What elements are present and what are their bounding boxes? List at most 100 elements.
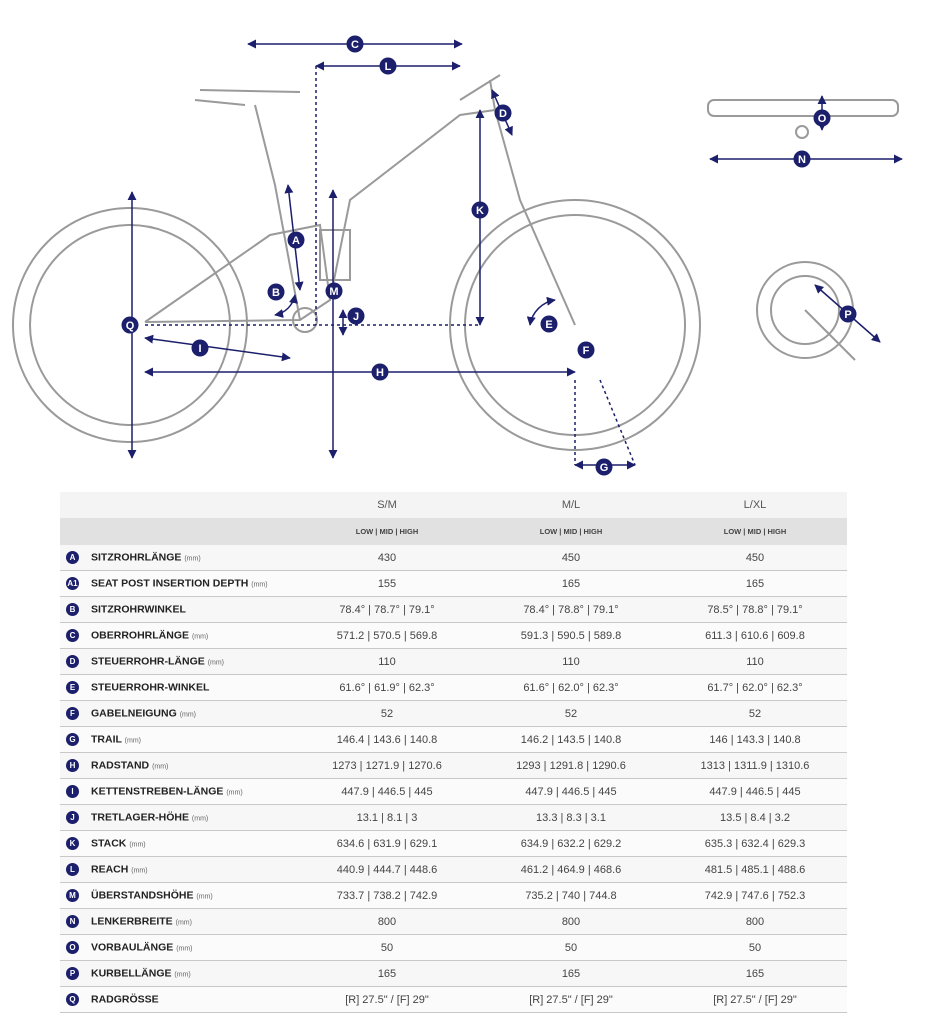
cell-value: 591.3 | 590.5 | 589.8	[479, 622, 663, 649]
row-label: SEAT POST INSERTION DEPTH	[91, 577, 249, 590]
dimension-label-b: B	[267, 283, 285, 301]
row-label: RADSTAND	[91, 759, 150, 772]
dimension-badge: N	[66, 915, 79, 928]
row-unit: (mm)	[184, 555, 201, 563]
svg-text:B: B	[272, 287, 280, 299]
cell-value: 78.4° | 78.8° | 79.1°	[479, 596, 663, 623]
cell-value: 50	[295, 934, 479, 961]
table-row: Q RADGRÖSSE [R] 27.5" / [F] 29" [R] 27.5" …	[60, 986, 847, 1013]
dimension-badge: P	[66, 967, 79, 980]
row-unit: (mm)	[131, 867, 148, 875]
cell-value: 52	[663, 700, 847, 727]
cell-value: 78.5° | 78.8° | 79.1°	[663, 596, 847, 623]
row-label: STACK	[91, 837, 127, 850]
row-unit: (mm)	[129, 841, 146, 849]
dimension-label-g: G	[595, 458, 613, 476]
svg-text:M: M	[329, 286, 338, 298]
svg-text:P: P	[844, 309, 851, 321]
row-label: VORBAULÄNGE	[91, 941, 174, 954]
cell-value: 61.6° | 62.0° | 62.3°	[479, 674, 663, 701]
row-unit: (mm)	[191, 633, 209, 641]
cell-value: 440.9 | 444.7 | 448.6	[295, 856, 479, 883]
cell-value: 461.2 | 464.9 | 468.6	[479, 856, 663, 883]
dimension-badge: J	[66, 811, 79, 824]
cell-value: 61.6° | 61.9° | 62.3°	[295, 674, 479, 701]
svg-text:H: H	[376, 367, 384, 379]
row-label: STEUERROHR-LÄNGE	[91, 655, 205, 668]
cell-value: 78.4° | 78.7° | 79.1°	[295, 596, 479, 623]
cell-value: 481.5 | 485.1 | 488.6	[663, 856, 847, 883]
row-label: REACH	[91, 863, 129, 876]
position-header: LOW | MID | HIGH	[295, 518, 479, 545]
cell-value: 165	[479, 570, 663, 597]
dimension-badge: L	[66, 863, 79, 876]
geometry-table: S/M M/L L/XL LOW | MID | HIGH LOW | MID | H…	[60, 492, 847, 1013]
dimension-label-l: L	[379, 57, 397, 75]
row-unit: (mm)	[176, 945, 193, 953]
svg-text:G: G	[600, 462, 609, 474]
cell-value: 50	[663, 934, 847, 961]
dimension-badge: A1	[66, 577, 79, 590]
table-row: A1 SEAT POST INSERTION DEPTH (mm) 155 165 16…	[60, 570, 847, 597]
cell-value: 800	[479, 908, 663, 935]
cell-value: 110	[479, 648, 663, 675]
dimension-label-f: F	[577, 341, 595, 359]
cell-value: 110	[295, 648, 479, 675]
dimension-label-p: P	[839, 305, 857, 323]
svg-text:E: E	[545, 319, 552, 331]
row-label: RADGRÖSSE	[91, 993, 159, 1006]
table-row: N LENKERBREITE (mm) 800 800 800	[60, 908, 847, 935]
table-row: K STACK (mm) 634.6 | 631.9 | 629.1 634.9 | …	[60, 830, 847, 857]
table-row: O VORBAULÄNGE (mm) 50 50 50	[60, 934, 847, 961]
row-label: SITZROHRWINKEL	[91, 603, 186, 616]
cell-value: 571.2 | 570.5 | 569.8	[295, 622, 479, 649]
dimension-label-q: Q	[121, 316, 139, 334]
row-label: STEUERROHR-WINKEL	[91, 681, 210, 694]
svg-text:Q: Q	[126, 320, 135, 332]
row-label: TRAIL	[91, 733, 122, 746]
dimension-label-j: J	[347, 307, 365, 325]
cell-value: 165	[295, 960, 479, 987]
cell-value: 110	[663, 648, 847, 675]
size-header: M/L	[479, 492, 663, 518]
cell-value: 13.5 | 8.4 | 3.2	[663, 804, 847, 831]
position-header: LOW | MID | HIGH	[479, 518, 663, 545]
position-header-row: LOW | MID | HIGH LOW | MID | HIGH LOW | MI…	[60, 518, 847, 545]
svg-text:C: C	[351, 39, 359, 51]
dimension-labels: A B C D E F G H I J K L M N O P Q	[121, 35, 857, 476]
dimension-badge: A	[66, 551, 79, 564]
row-label: TRETLAGER-HÖHE	[91, 811, 189, 824]
cell-value: [R] 27.5" / [F] 29"	[295, 986, 479, 1013]
table-row: M ÜBERSTANDSHÖHE (mm) 733.7 | 738.2 | 742.…	[60, 882, 847, 909]
dimension-label-n: N	[793, 150, 811, 168]
row-unit: (mm)	[175, 919, 192, 927]
svg-text:L: L	[385, 61, 392, 73]
cell-value: 61.7° | 62.0° | 62.3°	[663, 674, 847, 701]
dimension-badge: Q	[66, 993, 79, 1006]
cell-value: 447.9 | 446.5 | 445	[663, 778, 847, 805]
row-unit: (mm)	[124, 737, 141, 745]
cell-value: 165	[663, 960, 847, 987]
cell-value: 742.9 | 747.6 | 752.3	[663, 882, 847, 909]
front-wheel	[449, 199, 701, 451]
row-label: ÜBERSTANDSHÖHE	[91, 889, 194, 902]
cell-value: 800	[295, 908, 479, 935]
dimension-badge: H	[66, 759, 79, 772]
bike-frame	[12, 74, 701, 451]
cell-value: [R] 27.5" / [F] 29"	[663, 986, 847, 1013]
cell-value: 50	[479, 934, 663, 961]
cell-value: 13.1 | 8.1 | 3	[295, 804, 479, 831]
dimension-label-o: O	[813, 109, 831, 127]
svg-text:F: F	[583, 345, 590, 357]
dimension-badge: G	[66, 733, 79, 746]
dimension-label-h: H	[371, 363, 389, 381]
cell-value: 634.6 | 631.9 | 629.1	[295, 830, 479, 857]
table-row: L REACH (mm) 440.9 | 444.7 | 448.6 461.2 | …	[60, 856, 847, 883]
cell-value: 52	[295, 700, 479, 727]
cell-value: 735.2 | 740 | 744.8	[479, 882, 663, 909]
cell-value: 1293 | 1291.8 | 1290.6	[479, 752, 663, 779]
position-header: LOW | MID | HIGH	[663, 518, 847, 545]
table-row: B SITZROHRWINKEL 78.4° | 78.7° | 79.1° 78.…	[60, 596, 847, 623]
cell-value: 146.2 | 143.5 | 140.8	[479, 726, 663, 753]
dimension-label-c: C	[346, 35, 364, 53]
